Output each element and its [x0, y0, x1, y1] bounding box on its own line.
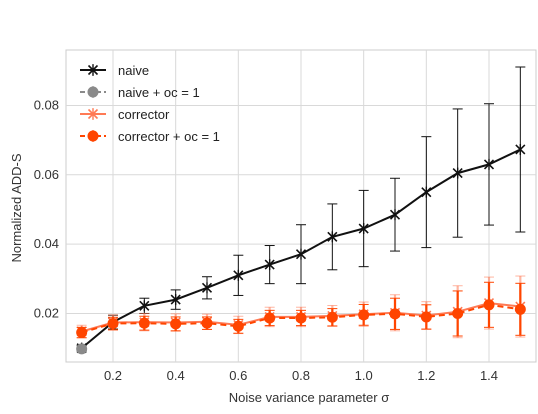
- legend: naive naive + oc = 1 corrector corrector + …: [80, 63, 220, 144]
- legend-marker: [87, 64, 99, 76]
- legend-entry: corrector + oc = 1: [80, 129, 220, 144]
- data-point: [483, 299, 495, 311]
- series-naive-oc-1: [76, 343, 88, 355]
- data-point: [389, 209, 401, 221]
- x-tick-label: 1.2: [417, 368, 435, 383]
- data-point: [514, 303, 526, 315]
- data-point: [358, 223, 369, 235]
- plot-area: 0.2 0.4 0.6 0.8 1.0 1.2 1.4 0.02 0.04 0.06 0.08: [34, 49, 537, 383]
- data-point: [139, 300, 150, 312]
- legend-marker: [87, 130, 99, 142]
- data-point: [420, 311, 432, 323]
- data-point: [232, 320, 244, 332]
- data-point: [295, 312, 307, 324]
- data-point: [452, 307, 464, 319]
- series-corrector-oc-1: [76, 281, 526, 339]
- legend-entry: corrector: [80, 107, 170, 122]
- data-point: [483, 158, 495, 170]
- data-point: [326, 311, 338, 323]
- y-tick-label: 0.08: [34, 97, 59, 112]
- data-point: [138, 317, 150, 329]
- legend-marker: [87, 86, 99, 98]
- legend-marker: [87, 108, 99, 120]
- legend-label: corrector: [118, 107, 170, 122]
- x-tick-label: 1.0: [355, 368, 373, 383]
- legend-label: naive: [118, 63, 149, 78]
- data-point: [264, 312, 276, 324]
- data-point: [76, 343, 88, 355]
- data-point: [421, 186, 432, 198]
- y-tick-label: 0.02: [34, 305, 59, 320]
- legend-entry: naive + oc = 1: [80, 85, 200, 100]
- data-point: [107, 318, 119, 330]
- data-point: [76, 327, 88, 339]
- x-tick-label: 0.4: [167, 368, 185, 383]
- y-tick-label: 0.06: [34, 167, 59, 182]
- x-tick-label: 0.8: [292, 368, 310, 383]
- y-axis-label: Normalized ADD-S: [9, 153, 24, 262]
- data-point: [264, 259, 275, 271]
- data-point: [389, 308, 401, 320]
- data-point: [295, 248, 307, 260]
- data-point: [233, 269, 244, 281]
- x-axis-label: Noise variance parameter σ: [229, 390, 389, 405]
- x-tick-label: 0.2: [104, 368, 122, 383]
- data-point: [201, 282, 213, 294]
- data-point: [170, 318, 182, 330]
- legend-label: corrector + oc = 1: [118, 129, 220, 144]
- legend-label: naive + oc = 1: [118, 85, 200, 100]
- data-point: [452, 167, 463, 179]
- y-tick-label: 0.04: [34, 236, 59, 251]
- data-point: [515, 143, 526, 155]
- x-tick-label: 0.6: [229, 368, 247, 383]
- data-point: [201, 317, 213, 329]
- data-point: [327, 231, 338, 243]
- x-tick-label: 1.4: [480, 368, 498, 383]
- legend-entry: naive: [80, 63, 149, 78]
- data-point: [358, 309, 370, 321]
- data-point: [170, 294, 181, 306]
